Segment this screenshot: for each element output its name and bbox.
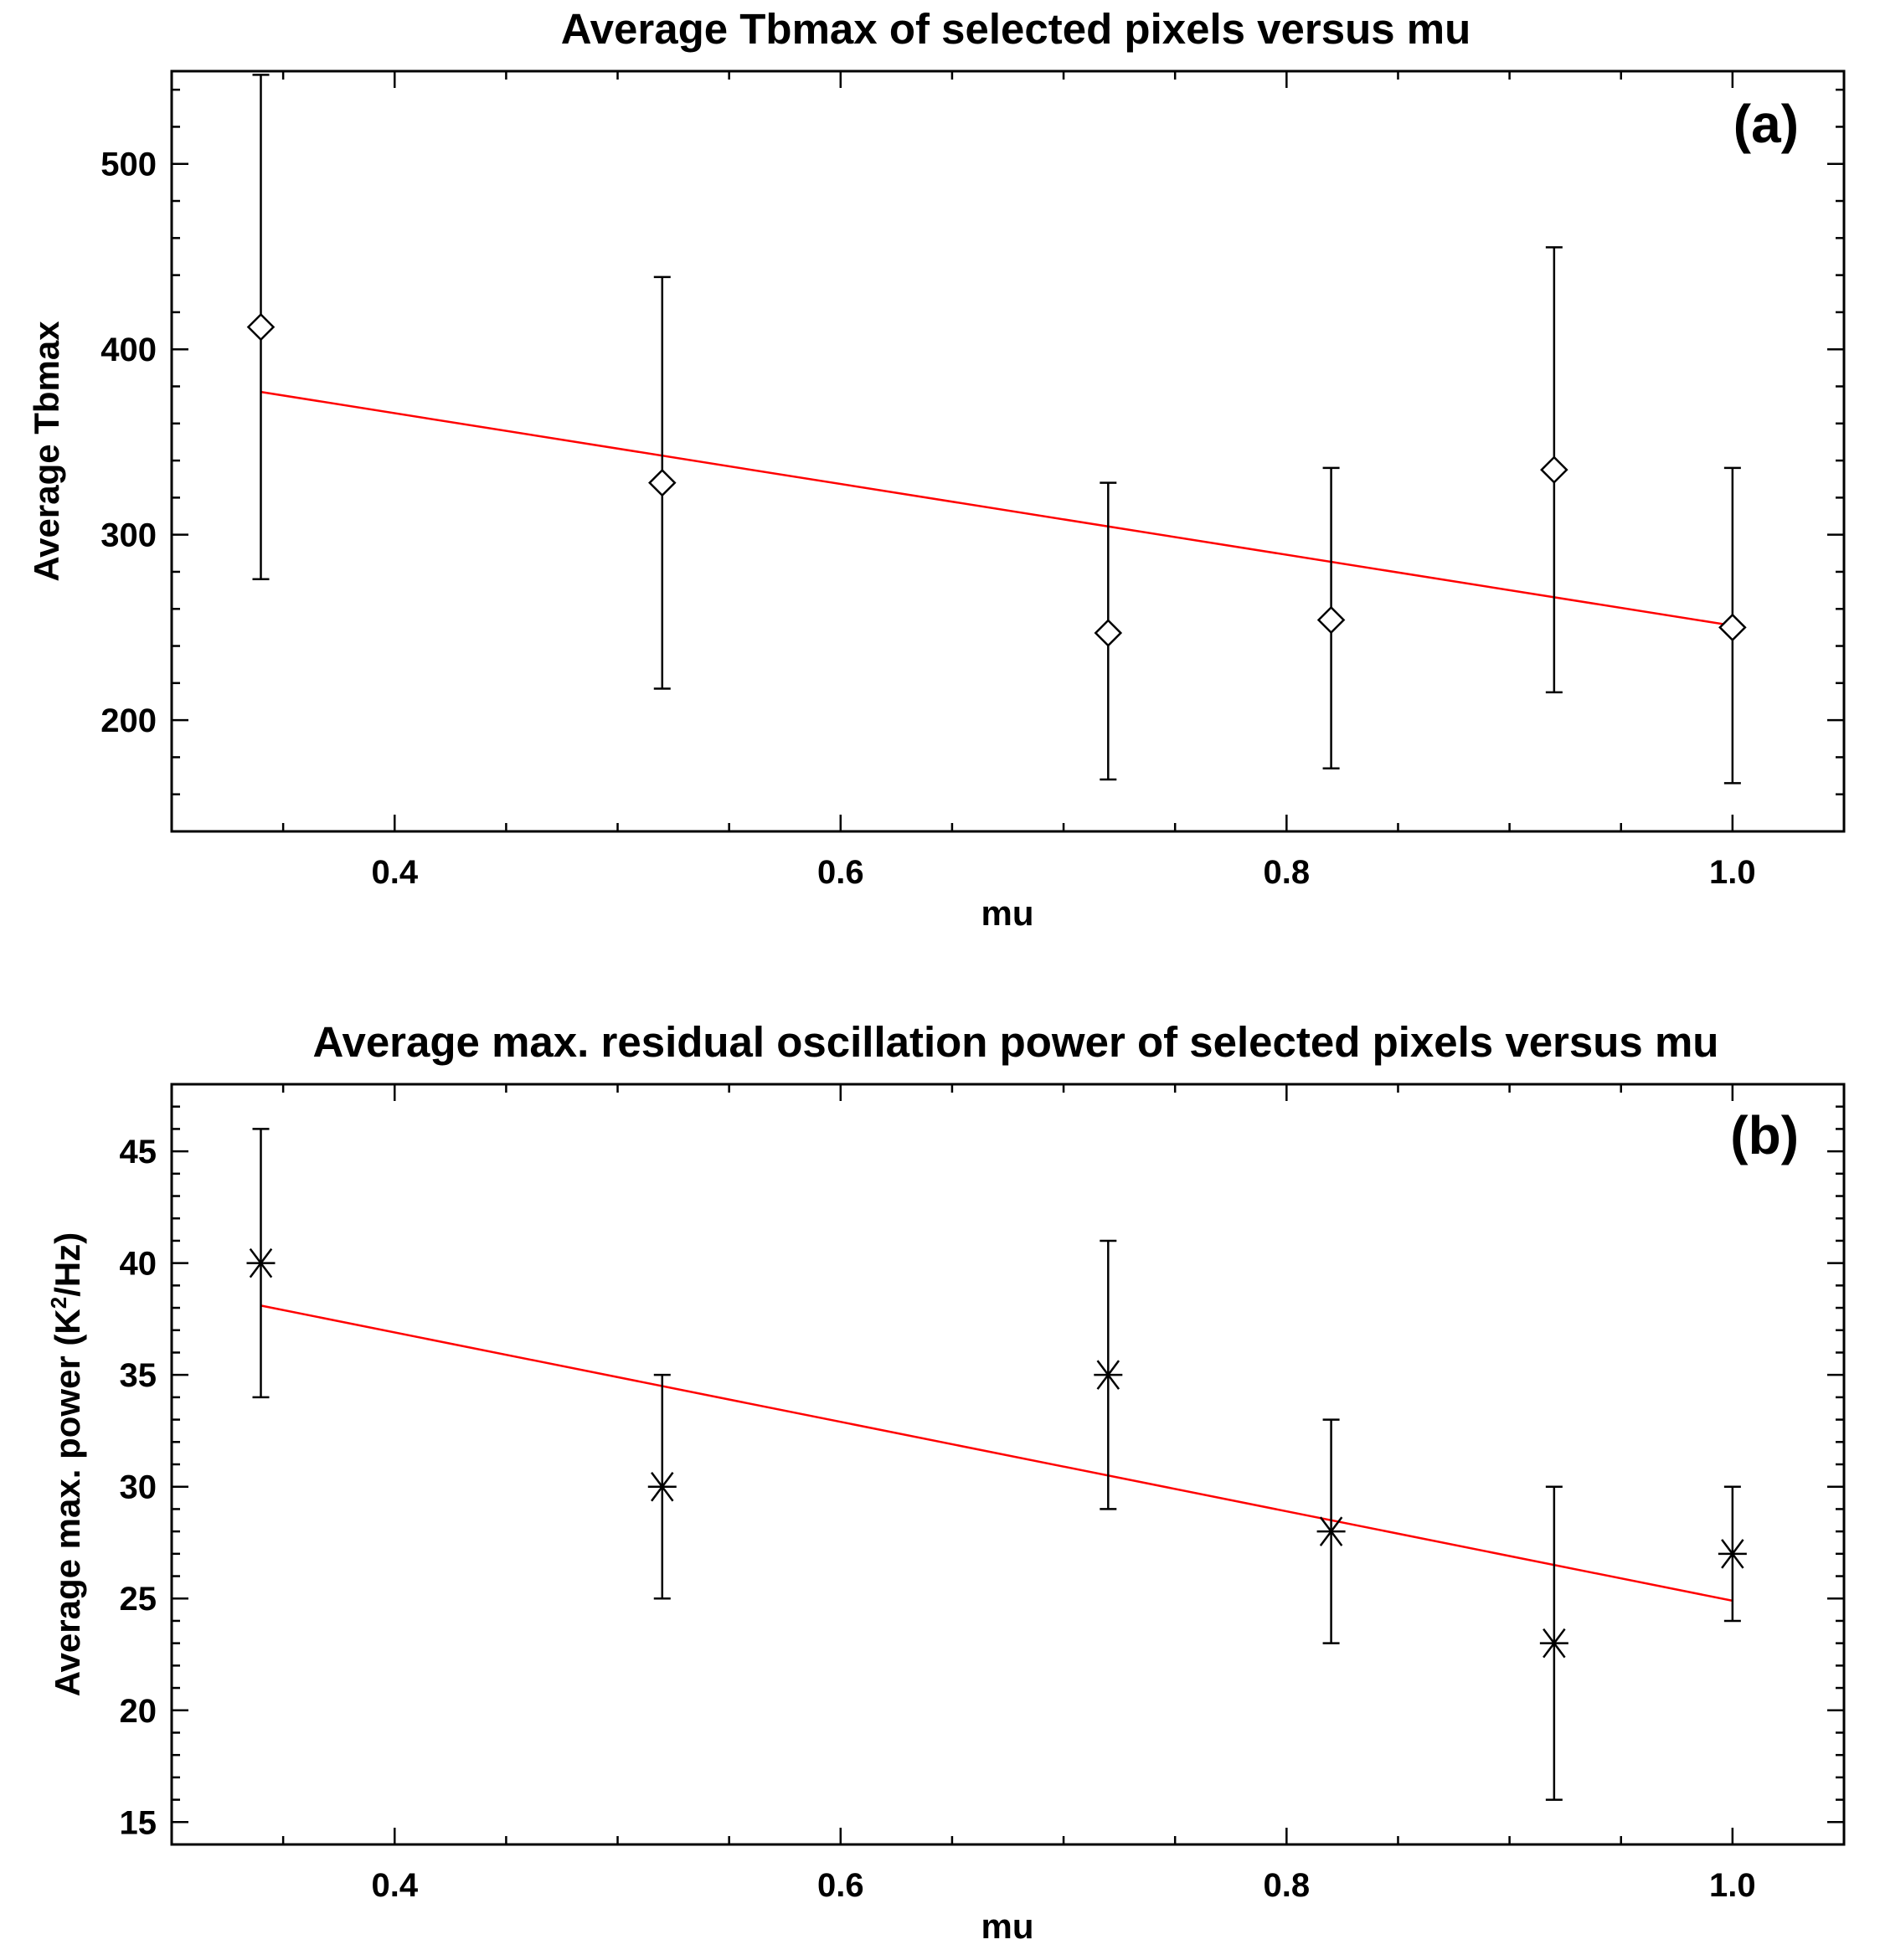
panel-b-y-tick-label: 30 [120, 1469, 157, 1506]
panel-b-y-tick-label: 45 [120, 1134, 157, 1170]
panel-b-tag: (b) [1730, 1105, 1799, 1165]
panel-b-y-tick-label: 40 [120, 1246, 157, 1283]
asterisk-stroke [1543, 1628, 1566, 1659]
panel-b-x-ticks: 0.4 0.6 0.8 1.0 [170, 1084, 1846, 1904]
panel-a-x-axis-label: mu [981, 893, 1034, 933]
panel-b-data-marks [246, 1128, 1747, 1801]
asterisk-stroke [1096, 1360, 1120, 1390]
panel-b-x-tick-label: 0.4 [371, 1867, 418, 1904]
panel-b-title: Average max. residual oscillation power … [313, 1018, 1719, 1066]
panel-a-y-tick-label: 200 [100, 702, 157, 739]
panel-a-x-ticks: 0.4 0.6 0.8 1.0 [170, 71, 1846, 891]
panel-a-data-marks [246, 74, 1747, 785]
panel-b-x-tick-label: 1.0 [1709, 1867, 1756, 1904]
panel-a-data-point [1316, 605, 1346, 635]
panel-b-data-point [1539, 1628, 1568, 1659]
panel-b-y-axis-label: Average max. power (K2/Hz) [46, 1232, 87, 1696]
asterisk-stroke [1721, 1539, 1744, 1569]
panel-a-data-point [246, 312, 276, 342]
panel-b-fit-line [260, 1304, 1733, 1602]
panel-a-x-tick-label: 0.8 [1264, 854, 1311, 891]
panel-b-y-tick-label: 20 [120, 1693, 157, 1730]
asterisk-stroke [651, 1471, 674, 1502]
panel-b-y-tick-label: 25 [120, 1581, 157, 1618]
panel-a-x-tick-label: 0.6 [817, 854, 864, 891]
panel-b-y-tick-label: 35 [120, 1357, 157, 1394]
panel-a-data-point [1718, 613, 1747, 642]
panel-a-tag: (a) [1733, 94, 1799, 154]
panel-b-data-point [246, 1248, 276, 1278]
panel-a-x-tick-label: 1.0 [1709, 854, 1756, 891]
panel-a-plot-frame [170, 69, 1846, 833]
panel-b-data-point [1718, 1539, 1747, 1569]
panel-a-x-tick-label: 0.4 [371, 854, 418, 891]
asterisk-stroke [1319, 1516, 1343, 1546]
panel-b-x-axis-label: mu [981, 1906, 1034, 1946]
panel-b-chart: Average max. residual oscillation power … [46, 1018, 1846, 1946]
panel-b-x-tick-label: 0.8 [1264, 1867, 1311, 1904]
panel-a-y-axis-label: Average Tbmax [27, 321, 66, 582]
panel-b-data-point [1316, 1516, 1346, 1546]
panel-b-plot-frame [170, 1083, 1846, 1846]
panel-a-y-tick-label: 500 [100, 147, 157, 183]
panel-a-data-point [1540, 455, 1568, 484]
panel-a-data-point [1094, 619, 1123, 647]
panel-b-data-point [1094, 1360, 1123, 1390]
asterisk-stroke [249, 1248, 273, 1278]
panel-a-title: Average Tbmax of selected pixels versus … [561, 5, 1471, 53]
panel-b-data-point [647, 1471, 677, 1502]
panel-a-y-ticks: 200 300 400 500 [100, 88, 1844, 833]
panel-a-fit-line [260, 390, 1733, 627]
panel-a-chart: Average Tbmax of selected pixels versus … [27, 5, 1846, 933]
panel-a-y-tick-label: 400 [100, 332, 157, 368]
panel-b-y-tick-label: 15 [120, 1804, 157, 1841]
panel-a-data-point [648, 468, 677, 497]
panel-a-y-tick-label: 300 [100, 517, 157, 554]
panel-b-x-tick-label: 0.6 [817, 1867, 864, 1904]
panel-b-y-ticks: 15 20 25 30 35 40 45 [120, 1083, 1844, 1846]
